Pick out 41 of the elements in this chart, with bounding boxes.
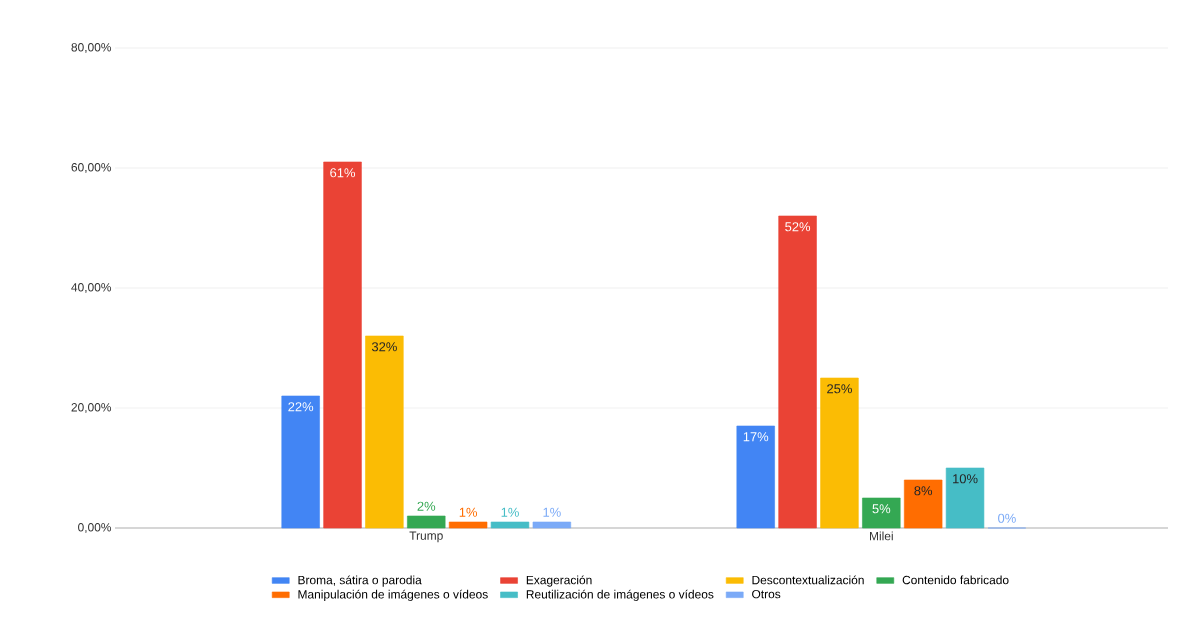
x-tick-label: Milei [870, 531, 893, 541]
y-tick-label: 40,00% [71, 283, 112, 293]
bar [448, 521, 488, 529]
bar [490, 521, 530, 529]
bar [862, 497, 901, 529]
bar [820, 377, 859, 529]
legend-label: Contenido fabricado [902, 575, 1009, 585]
data-label: 52% [785, 222, 811, 232]
bar [407, 515, 446, 529]
legend-label: Broma, sátira o parodia [298, 575, 422, 587]
data-label: 1% [543, 507, 561, 517]
data-label: 8% [914, 486, 933, 496]
data-label: 1% [501, 507, 519, 517]
data-label: 17% [743, 432, 769, 442]
legend-label: Manipulación de imágenes o vídeos [298, 589, 488, 601]
legend-label: Reutilización de imágenes o vídeos [526, 589, 714, 601]
bar [736, 425, 775, 529]
data-label: 61% [330, 168, 356, 178]
x-tick-label: Trump [409, 531, 443, 543]
legend-label: Descontextualización [752, 575, 864, 585]
data-label: 5% [872, 504, 891, 514]
y-tick-label: 80,00% [71, 43, 112, 53]
bar [903, 479, 943, 529]
bar [778, 215, 817, 529]
legend-label: Exageración [526, 575, 592, 587]
y-tick-label: 20,00% [71, 403, 112, 413]
legend-label: Otros [752, 589, 781, 599]
bar [365, 335, 404, 529]
data-label: 1% [459, 507, 478, 517]
y-tick-label: 60,00% [71, 163, 112, 173]
data-label: 22% [288, 402, 314, 412]
data-label: 10% [953, 474, 978, 484]
bar [323, 161, 362, 529]
data-label: 2% [417, 501, 436, 511]
y-tick-label: 0,00% [78, 523, 112, 533]
bar [945, 467, 985, 529]
data-label: 0% [998, 513, 1016, 523]
bar [281, 395, 320, 529]
bar [532, 521, 572, 529]
data-label: 32% [371, 342, 397, 352]
data-label: 25% [827, 384, 852, 394]
